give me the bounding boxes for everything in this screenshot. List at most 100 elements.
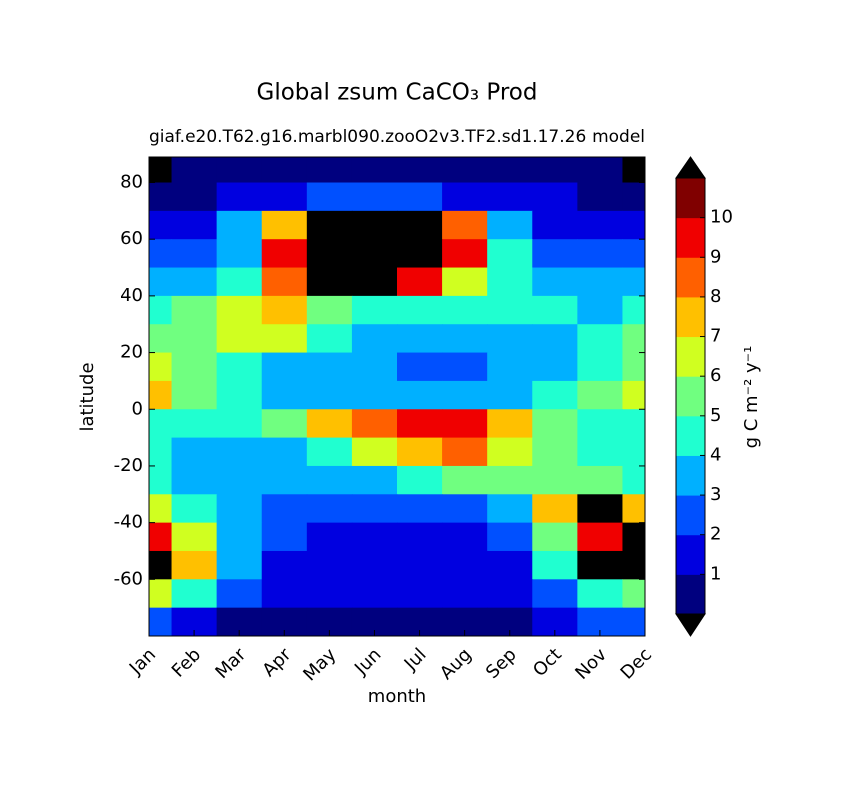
contour-cell: [306, 210, 353, 240]
plot-frame: [148, 156, 646, 637]
contour-cell: [487, 352, 533, 382]
y-tick-label: 40: [120, 285, 143, 306]
contour-cell: [577, 157, 623, 184]
contour-cell: [306, 352, 353, 382]
colorbar-segment: [676, 574, 705, 615]
contour-cell: [261, 324, 308, 354]
contour-cell: [622, 239, 646, 269]
contour-cell: [442, 380, 488, 410]
colorbar-segment: [676, 415, 705, 456]
contour-cell: [397, 380, 443, 410]
contour-cell: [397, 157, 443, 184]
contour-cell: [171, 182, 218, 212]
contour-cell: [622, 465, 646, 495]
contour-cell: [216, 380, 263, 410]
contour-cell: [622, 409, 646, 439]
contour-cell: [261, 210, 308, 240]
contour-cell: [577, 267, 623, 297]
contour-cell: [487, 380, 533, 410]
colorbar-tick-label: 3: [710, 484, 721, 505]
contour-cell: [532, 324, 578, 354]
contour-cell: [351, 267, 398, 297]
contour-cell: [487, 437, 533, 467]
contour-cell: [261, 157, 308, 184]
contour-cell: [216, 157, 263, 184]
contour-cell: [306, 437, 353, 467]
y-tick-label: 60: [120, 228, 143, 249]
contour-cell: [261, 239, 308, 269]
contour-cell: [622, 267, 646, 297]
contour-cell: [216, 267, 263, 297]
contour-cell: [577, 182, 623, 212]
contour-cell: [261, 437, 308, 467]
contour-cell: [442, 295, 488, 325]
contour-cell: [622, 494, 646, 524]
colorbar-tick-label: 1: [710, 563, 721, 584]
contour-cell: [216, 550, 263, 580]
contour-cell: [397, 324, 443, 354]
contour-cell: [487, 157, 533, 184]
contour-cell: [577, 409, 623, 439]
contour-cell: [487, 295, 533, 325]
contour-cell: [442, 182, 488, 212]
colorbar-tick-label: 5: [710, 405, 721, 426]
contour-cell: [442, 465, 488, 495]
contour-cell: [216, 352, 263, 382]
contour-cell: [216, 465, 263, 495]
contour-cell: [532, 522, 578, 552]
contour-cell: [577, 239, 623, 269]
contour-cell: [622, 550, 646, 580]
contour-cell: [261, 182, 308, 212]
contour-cell: [532, 494, 578, 524]
contour-cell: [306, 494, 353, 524]
contour-cell: [487, 465, 533, 495]
contour-cell: [171, 522, 218, 552]
contour-cell: [171, 465, 218, 495]
contour-cell: [577, 352, 623, 382]
contour-cell: [171, 352, 218, 382]
contour-cell: [306, 465, 353, 495]
colorbar-label: g C m⁻² y⁻¹: [741, 346, 762, 449]
contour-cell: [261, 352, 308, 382]
contour-cell: [442, 437, 488, 467]
contour-cell: [442, 239, 488, 269]
contour-cell: [397, 295, 443, 325]
contour-cell: [351, 522, 398, 552]
colorbar-segment: [676, 178, 705, 219]
contour-cell: [216, 182, 263, 212]
contour-cell: [149, 380, 173, 410]
contour-cell: [397, 437, 443, 467]
contour-cell: [261, 267, 308, 297]
contour-cell: [532, 157, 578, 184]
contour-cell: [306, 295, 353, 325]
contour-cell: [577, 324, 623, 354]
contour-cell: [577, 380, 623, 410]
contour-cell: [149, 494, 173, 524]
contour-cell: [397, 465, 443, 495]
contour-cell: [351, 295, 398, 325]
contour-cell: [577, 465, 623, 495]
contour-cell: [532, 239, 578, 269]
colorbar-segment: [676, 495, 705, 536]
contour-cell: [622, 352, 646, 382]
contour-cell: [216, 437, 263, 467]
contour-cell: [261, 550, 308, 580]
contour-cell: [171, 550, 218, 580]
contour-cell: [577, 550, 623, 580]
colorbar-tick-label: 2: [710, 524, 721, 545]
contour-cell: [622, 522, 646, 552]
contour-cell: [532, 550, 578, 580]
contour-cell: [622, 607, 646, 637]
contour-cell: [532, 352, 578, 382]
contour-cell: [532, 409, 578, 439]
contour-cell: [577, 494, 623, 524]
contour-cell: [171, 437, 218, 467]
contour-cell: [261, 295, 308, 325]
contour-cell: [622, 157, 646, 184]
contour-cell: [351, 239, 398, 269]
contour-cell: [216, 409, 263, 439]
contour-cell: [487, 210, 533, 240]
contour-cell: [306, 380, 353, 410]
contour-cell: [351, 210, 398, 240]
colorbar-segment: [676, 455, 705, 496]
